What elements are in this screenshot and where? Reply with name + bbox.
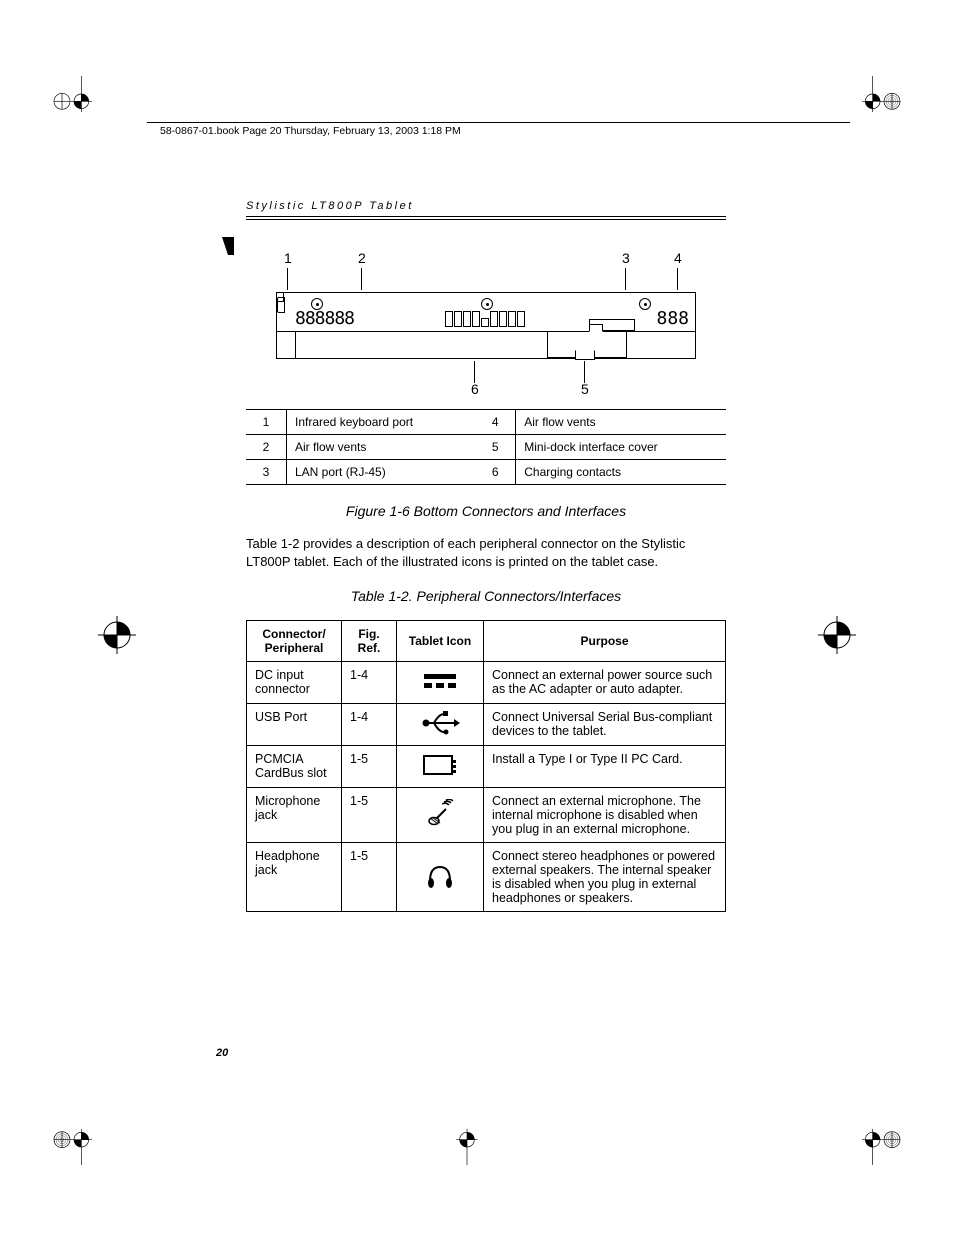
table-caption: Table 1-2. Peripheral Connectors/Interfa… [246, 588, 726, 604]
connector-cell: DC input connector [247, 662, 342, 704]
table-row: PCMCIA CardBus slot 1-5 Install a Type I… [247, 746, 726, 788]
legend-num: 1 [246, 410, 287, 435]
dc-icon [418, 666, 462, 696]
legend-num: 5 [475, 435, 516, 460]
legend-text: Infrared keyboard port [287, 410, 476, 435]
connector-cell: Microphone jack [247, 788, 342, 843]
tablet-icon-cell [397, 746, 484, 788]
table-row: Headphone jack 1-5 Connect stereo headph… [247, 843, 726, 912]
figref-cell: 1-4 [342, 662, 397, 704]
figref-cell: 1-4 [342, 704, 397, 746]
print-header-text: 58-0867-01.book Page 20 Thursday, Februa… [160, 125, 461, 137]
connector-cell: USB Port [247, 704, 342, 746]
usb-icon [418, 708, 462, 738]
chapter-header: Stylistic LT800P Tablet [246, 200, 726, 212]
diagram-legend-table: 1 Infrared keyboard port 4 Air flow vent… [246, 409, 726, 485]
purpose-cell: Connect Universal Serial Bus-compliant d… [484, 704, 726, 746]
legend-text: Charging contacts [516, 460, 726, 485]
purpose-cell: Connect an external power source such as… [484, 662, 726, 704]
tablet-icon-cell [397, 704, 484, 746]
registration-mark-icon [862, 76, 902, 116]
tablet-icon-cell [397, 662, 484, 704]
registration-mark-icon [52, 1125, 92, 1165]
callout-label: 3 [622, 250, 630, 266]
divider [246, 219, 726, 220]
bottom-connectors-diagram: 1 2 3 4 888888 888 [276, 250, 696, 401]
connector-cell: PCMCIA CardBus slot [247, 746, 342, 788]
pcmcia-icon [418, 750, 462, 780]
legend-text: Air flow vents [287, 435, 476, 460]
connector-cell: Headphone jack [247, 843, 342, 912]
section-arrow-icon [222, 237, 234, 255]
page-number: 20 [216, 1047, 228, 1059]
figure-caption: Figure 1-6 Bottom Connectors and Interfa… [246, 503, 726, 519]
legend-text: LAN port (RJ-45) [287, 460, 476, 485]
figref-cell: 1-5 [342, 746, 397, 788]
table-header: Purpose [484, 621, 726, 662]
vent-icon: 888 [656, 308, 689, 329]
registration-mark-icon [447, 1125, 487, 1165]
table-row: Microphone jack 1-5 Connect an external … [247, 788, 726, 843]
callout-label: 5 [581, 381, 589, 397]
vent-icon: 888888 [295, 308, 354, 329]
table-row: USB Port 1-4 Connect Universal Serial Bu… [247, 704, 726, 746]
legend-text: Air flow vents [516, 410, 726, 435]
legend-num: 2 [246, 435, 287, 460]
purpose-cell: Connect stereo headphones or powered ext… [484, 843, 726, 912]
table-row: DC input connector 1-4 Connect an extern… [247, 662, 726, 704]
table-header: Tablet Icon [397, 621, 484, 662]
peripheral-connectors-table: Connector/PeripheralFig.Ref.Tablet IconP… [246, 620, 726, 912]
registration-mark-icon [52, 76, 92, 116]
header-rule [147, 122, 850, 123]
body-paragraph: Table 1-2 provides a description of each… [246, 535, 726, 570]
tablet-icon-cell [397, 788, 484, 843]
legend-num: 4 [475, 410, 516, 435]
divider [246, 216, 726, 217]
tablet-icon-cell [397, 843, 484, 912]
mic-icon [418, 799, 462, 829]
callout-label: 4 [674, 250, 682, 266]
registration-mark-icon [814, 612, 860, 658]
legend-num: 3 [246, 460, 287, 485]
purpose-cell: Install a Type I or Type II PC Card. [484, 746, 726, 788]
legend-text: Mini-dock interface cover [516, 435, 726, 460]
headphone-icon [418, 861, 462, 891]
callout-label: 1 [284, 250, 292, 266]
table-header: Connector/Peripheral [247, 621, 342, 662]
legend-num: 6 [475, 460, 516, 485]
figref-cell: 1-5 [342, 788, 397, 843]
callout-label: 6 [471, 381, 479, 397]
registration-mark-icon [94, 612, 140, 658]
purpose-cell: Connect an external microphone. The inte… [484, 788, 726, 843]
table-header: Fig.Ref. [342, 621, 397, 662]
registration-mark-icon [862, 1125, 902, 1165]
figref-cell: 1-5 [342, 843, 397, 912]
callout-label: 2 [358, 250, 366, 266]
